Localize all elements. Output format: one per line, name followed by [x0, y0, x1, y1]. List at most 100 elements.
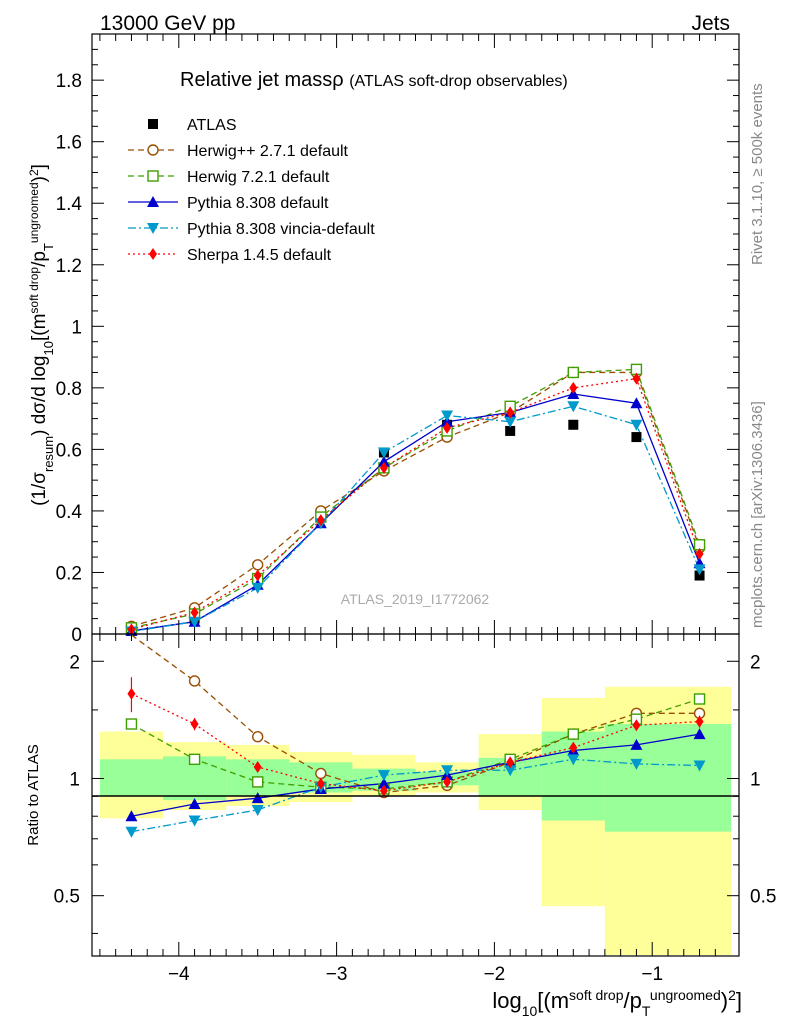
- ratio-tick-label-left: 2: [69, 652, 80, 673]
- ratio-point-sherpa-1-4-5-default: [379, 784, 388, 797]
- x-tick-label: −4: [168, 964, 190, 985]
- header-energy: 13000 GeV pp: [100, 12, 235, 35]
- ratio-point-pythia-8-308-default: [377, 777, 390, 789]
- ratio-point-herwig-7-2-1-default: [567, 728, 580, 740]
- ratio-point-pythia-8-308-default: [188, 797, 201, 809]
- chart-title: Relative jet massρ (ATLAS soft-drop obse…: [180, 69, 568, 91]
- point-atlas: [694, 570, 705, 581]
- ratio-point-sherpa-1-4-5-default: [506, 756, 515, 769]
- legend-label-pythia-8-308-default: Pythia 8.308 default: [187, 195, 329, 212]
- ratio-line-pythia-8-308-default: [131, 733, 700, 817]
- point-pythia-8-308-vincia-default: [567, 401, 580, 413]
- point-pythia-8-308-vincia-default: [377, 447, 390, 459]
- ratio-point-herwig-2-7-1-default: [188, 675, 201, 687]
- series-line-pythia-8-308-default: [131, 393, 701, 632]
- ratio-point-sherpa-1-4-5-default: [443, 775, 452, 788]
- point-sherpa-1-4-5-default: [695, 548, 704, 560]
- y-tick-label: 1: [71, 317, 82, 338]
- point-sherpa-1-4-5-default: [190, 606, 199, 619]
- point-pythia-8-308-vincia-default: [441, 410, 454, 422]
- ratio-point-sherpa-1-4-5-default: [569, 741, 578, 754]
- ratio-point-herwig-2-7-1-default: [251, 731, 264, 743]
- point-herwig-2-7-1-default: [251, 559, 264, 571]
- ratio-point-herwig-7-2-1-default: [251, 776, 264, 788]
- y-tick-label: 1.6: [56, 133, 82, 154]
- legend-marker-sherpa-1-4-5-default: [149, 248, 157, 260]
- y-tick-label: 0.8: [56, 379, 82, 400]
- ratio-point-pythia-8-308-vincia-default: [693, 760, 706, 772]
- y-tick-label: 1.8: [56, 71, 82, 92]
- series-line-herwig-7-2-1-default: [131, 368, 701, 629]
- point-atlas: [505, 425, 516, 436]
- ratio-line-pythia-8-308-vincia-default: [131, 758, 700, 833]
- y-tick-label: 0: [71, 625, 82, 646]
- legend-label-sherpa-1-4-5-default: Sherpa 1.4.5 default: [187, 247, 332, 264]
- ratio-point-pythia-8-308-vincia-default: [567, 754, 580, 766]
- series-line-sherpa-1-4-5-default: [131, 377, 701, 631]
- legend-marker-pythia-8-308-default: [147, 196, 159, 207]
- x-tick-label: −3: [326, 964, 348, 985]
- ratio-point-herwig-7-2-1-default: [693, 693, 706, 705]
- ratio-point-pythia-8-308-default: [693, 728, 706, 740]
- y-tick-label: 1.2: [56, 256, 82, 277]
- point-pythia-8-308-vincia-default: [693, 564, 706, 576]
- legend-marker-herwig-2-7-1-default: [147, 144, 159, 156]
- point-pythia-8-308-default: [630, 397, 643, 409]
- point-pythia-8-308-vincia-default: [630, 419, 643, 431]
- series-line-herwig-2-7-1-default: [131, 371, 701, 627]
- y-tick-label: 0.6: [56, 440, 82, 461]
- point-pythia-8-308-vincia-default: [504, 416, 517, 428]
- point-pythia-8-308-vincia-default: [188, 616, 201, 628]
- ratio-point-pythia-8-308-vincia-default: [125, 826, 138, 838]
- ratio-point-herwig-7-2-1-default: [188, 753, 201, 766]
- ratio-tick-label-left: 1: [69, 769, 80, 790]
- ratio-band-inner: [99, 759, 164, 797]
- point-sherpa-1-4-5-default: [253, 569, 262, 582]
- ratio-point-pythia-8-308-vincia-default: [251, 804, 264, 816]
- ratio-y-axis-title: Ratio to ATLAS: [25, 744, 42, 845]
- point-sherpa-1-4-5-default: [506, 406, 515, 419]
- point-atlas: [631, 432, 642, 443]
- legend-marker-atlas: [148, 119, 158, 129]
- ratio-tick-label-right: 2: [750, 652, 761, 673]
- ratio-point-herwig-7-2-1-default: [125, 718, 138, 730]
- point-sherpa-1-4-5-default: [569, 381, 578, 394]
- legend-label-herwig-2-7-1-default: Herwig++ 2.7.1 default: [187, 143, 349, 160]
- point-herwig-7-2-1-default: [567, 366, 580, 379]
- rivet-label: Rivet 3.1.10, ≥ 500k events: [749, 83, 766, 265]
- ratio-line-herwig-2-7-1-default: [131, 634, 700, 794]
- ratio-point-pythia-8-308-vincia-default: [188, 815, 201, 827]
- ratio-line-herwig-7-2-1-default: [131, 698, 700, 790]
- legend-label-atlas: ATLAS: [187, 117, 237, 134]
- x-tick-label: −1: [641, 964, 663, 985]
- point-sherpa-1-4-5-default: [316, 514, 325, 527]
- x-tick-label: −2: [484, 964, 506, 985]
- ratio-point-pythia-8-308-vincia-default: [504, 765, 517, 777]
- series-line-pythia-8-308-vincia-default: [131, 405, 701, 633]
- point-sherpa-1-4-5-default: [632, 372, 641, 385]
- ratio-point-pythia-8-308-vincia-default: [630, 758, 643, 770]
- ratio-point-pythia-8-308-vincia-default: [441, 765, 454, 777]
- ratio-tick-label-left: 0.5: [54, 887, 80, 908]
- legend-label-herwig-7-2-1-default: Herwig 7.2.1 default: [187, 169, 330, 186]
- ratio-point-pythia-8-308-vincia-default: [377, 770, 390, 782]
- header-jets: Jets: [691, 12, 730, 35]
- ratio-tick-label-right: 1: [750, 769, 761, 790]
- ratio-tick-label-right: 0.5: [750, 887, 776, 908]
- point-atlas: [568, 419, 579, 430]
- mcplots-label: mcplots.cern.ch [arXiv:1306.3436]: [749, 401, 766, 628]
- y-tick-label: 0.2: [56, 563, 82, 584]
- point-pythia-8-308-default: [377, 455, 390, 467]
- ratio-point-pythia-8-308-default: [125, 810, 138, 822]
- legend-marker-pythia-8-308-vincia-default: [147, 223, 159, 234]
- ratio-point-pythia-8-308-default: [251, 792, 264, 804]
- ratio-point-herwig-2-7-1-default: [315, 767, 327, 780]
- y-tick-label: 0.4: [56, 502, 83, 523]
- ratio-band-inner: [667, 724, 732, 832]
- point-sherpa-1-4-5-default: [379, 461, 388, 474]
- ratio-point-sherpa-1-4-5-default: [253, 761, 262, 774]
- legend: ATLAS Herwig++ 2.7.1 default Herwig 7.2.1 …: [128, 117, 375, 264]
- legend-marker-herwig-7-2-1-default: [147, 170, 159, 182]
- legend-label-pythia-8-308-vincia-default: Pythia 8.308 vincia-default: [187, 221, 375, 238]
